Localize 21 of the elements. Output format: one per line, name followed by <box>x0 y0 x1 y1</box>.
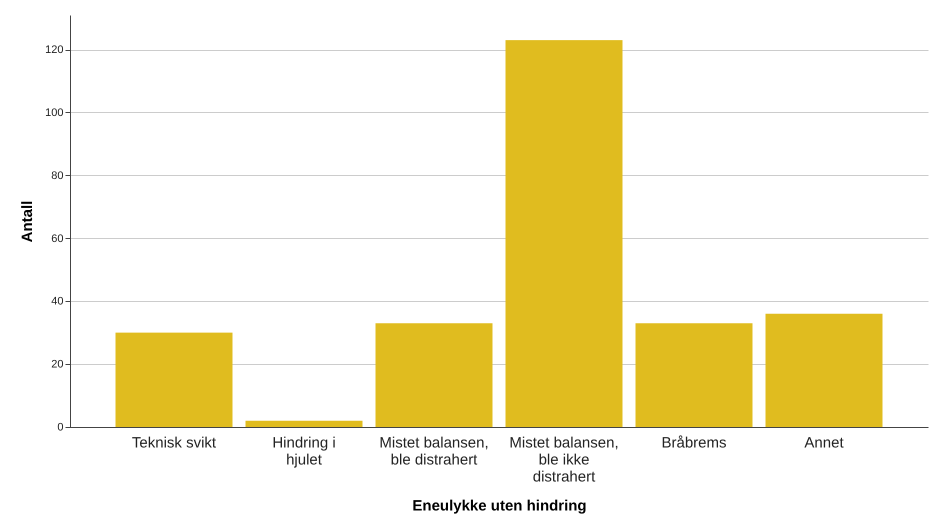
x-tick-label: Mistet balansen, ble ikke distrahert <box>509 434 619 486</box>
y-tick-label: 80 <box>51 170 64 182</box>
bar <box>376 323 492 427</box>
bar <box>246 420 362 427</box>
bar <box>116 332 232 427</box>
x-tick-label: Mistet balansen, ble distrahert <box>379 434 489 468</box>
y-tick-label: 120 <box>45 44 64 56</box>
y-axis-title: Antall <box>19 200 36 242</box>
bar <box>636 323 752 427</box>
y-tick-label: 100 <box>45 106 64 119</box>
x-tick-label: Teknisk svikt <box>132 434 217 452</box>
bar <box>506 40 622 427</box>
x-tick-label: Annet <box>804 434 844 452</box>
y-tick-label: 0 <box>57 422 64 434</box>
y-tick-label: 60 <box>51 232 64 245</box>
y-tick-label: 20 <box>51 358 64 371</box>
x-tick-label: Hindring i hjulet <box>272 434 336 468</box>
y-tick-label: 40 <box>51 296 64 308</box>
bar <box>766 314 882 427</box>
x-axis-title: Eneulykke uten hindring <box>412 498 587 514</box>
x-tick-label: Bråbrems <box>661 434 727 452</box>
